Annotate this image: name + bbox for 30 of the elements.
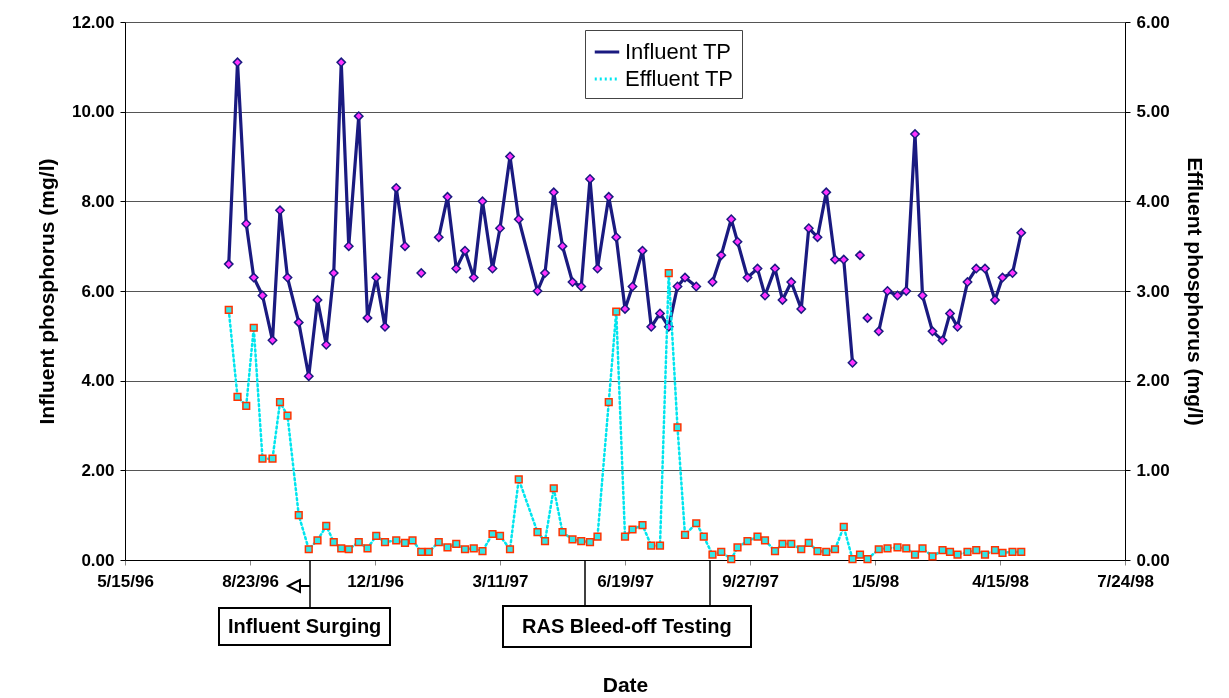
x-tick-label: 9/27/97: [722, 571, 779, 591]
y2-tick-label: 1.00: [1136, 460, 1170, 480]
x-tick-label: 5/15/96: [97, 571, 154, 591]
y-tick-label: 6.00: [81, 281, 115, 301]
x-tick-label: 6/19/97: [597, 571, 654, 591]
y2-tick-label: 3.00: [1136, 281, 1170, 301]
y-axis-title: Influent phosphorus (mg/l): [34, 158, 58, 425]
text: Influent Surging: [218, 607, 392, 646]
legend-label: Effluent TP: [625, 66, 734, 91]
y-tick-label: 4.00: [81, 371, 115, 391]
text: RAS Bleed-off Testing: [502, 605, 752, 648]
x-tick-label: 1/5/98: [851, 571, 900, 591]
y2-tick-label: 0.00: [1136, 550, 1170, 570]
x-tick-label: 3/11/97: [472, 571, 529, 591]
y2-tick-label: 5.00: [1136, 102, 1170, 122]
y-tick-label: 2.00: [81, 460, 115, 480]
x-tick-label: 7/24/98: [1097, 571, 1154, 591]
y-tick-label: 0.00: [81, 550, 115, 570]
y-tick-label: 8.00: [81, 191, 115, 211]
y-tick-label: 12.00: [71, 12, 115, 32]
x-tick-label: 8/23/96: [222, 571, 279, 591]
x-tick-label: 4/15/98: [972, 571, 1029, 591]
legend-label: Influent TP: [625, 39, 731, 64]
y2-axis-title: Effluent phosphorus (mg/l): [1183, 157, 1207, 426]
x-tick-label: 12/1/96: [347, 571, 404, 591]
y2-tick-label: 2.00: [1136, 371, 1170, 391]
y2-tick-label: 6.00: [1136, 12, 1170, 32]
x-axis-title: Date: [602, 672, 649, 696]
y-tick-label: 10.00: [71, 102, 115, 122]
y2-tick-label: 4.00: [1136, 191, 1170, 211]
